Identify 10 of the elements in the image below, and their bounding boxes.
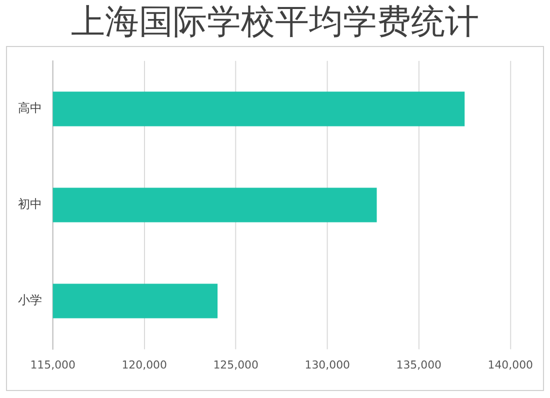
x-tick-label: 130,000 — [304, 358, 350, 372]
x-tick-label: 125,000 — [213, 358, 259, 372]
x-tick-label: 120,000 — [122, 358, 168, 372]
x-tick-label: 140,000 — [488, 358, 534, 372]
x-tick-label: 135,000 — [396, 358, 442, 372]
chart-title: 上海国际学校平均学费统计 — [70, 1, 480, 44]
x-tick-label: 115,000 — [30, 358, 76, 372]
y-tick-label: 小学 — [18, 293, 42, 308]
y-tick-label: 高中 — [18, 101, 42, 116]
y-tick-label: 初中 — [18, 197, 42, 212]
